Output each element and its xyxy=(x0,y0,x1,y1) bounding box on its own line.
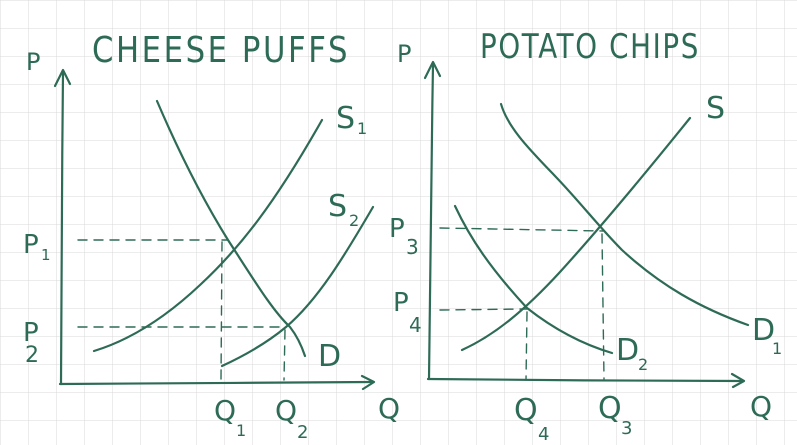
right-x-arrowhead xyxy=(730,372,746,389)
left-title: CHEESE PUFFS xyxy=(92,30,350,71)
right-x-axis xyxy=(426,377,744,383)
left-p1-subscript: 1 xyxy=(41,246,51,264)
left-supply-curve-1 xyxy=(92,118,324,353)
left-x-arrowhead xyxy=(360,374,376,391)
right-p4-guide xyxy=(439,308,528,311)
right-p4-subscript: 4 xyxy=(409,313,422,337)
left-supply-2-label: S xyxy=(328,189,347,224)
left-x-axis-label: Q xyxy=(378,392,400,425)
right-demand-1-subscript: 1 xyxy=(772,339,782,358)
right-q3-subscript: 3 xyxy=(621,418,632,439)
right-y-axis-label: P xyxy=(397,40,411,68)
right-p3-guide xyxy=(439,227,604,232)
left-guides xyxy=(77,239,287,381)
left-q2-label: Q xyxy=(275,394,297,427)
right-q4-label: Q xyxy=(514,393,538,428)
right-q3-guide xyxy=(601,233,605,380)
right-supply-curve xyxy=(460,116,692,352)
right-demand-curve-1 xyxy=(499,102,750,327)
right-p3-label: P xyxy=(389,214,405,244)
right-y-axis xyxy=(427,63,435,381)
left-supply-curve-2 xyxy=(220,205,375,368)
left-demand-curve xyxy=(155,99,307,358)
right-y-arrowhead xyxy=(423,60,442,80)
left-supply-1-label: S xyxy=(336,101,355,136)
left-supply-2-subscript: 2 xyxy=(349,211,359,230)
right-q4-guide xyxy=(525,311,528,381)
right-demand-1-label: D xyxy=(752,313,775,348)
right-p4-label: P xyxy=(393,288,409,318)
right-panel xyxy=(423,60,750,389)
right-x-axis-label: Q xyxy=(750,390,772,423)
left-q1-label: Q xyxy=(214,394,236,427)
right-demand-2-subscript: 2 xyxy=(638,355,648,374)
left-y-axis xyxy=(59,70,65,386)
left-p2-label: P xyxy=(23,318,39,348)
left-supply-1-subscript: 1 xyxy=(357,119,367,138)
left-q1-subscript: 1 xyxy=(236,421,246,440)
left-demand-label: D xyxy=(318,339,341,374)
right-demand-curve-2 xyxy=(453,204,614,355)
right-q3-label: Q xyxy=(598,391,622,426)
left-q2-subscript: 2 xyxy=(297,422,308,443)
left-panel xyxy=(53,68,376,391)
left-q1-guide xyxy=(220,241,223,381)
left-x-axis xyxy=(58,380,374,386)
right-demand-2-label: D xyxy=(616,333,639,368)
right-title: POTATO CHIPS xyxy=(480,27,700,67)
left-y-arrowhead xyxy=(53,68,72,88)
left-p1-label: P xyxy=(23,230,39,260)
right-guides xyxy=(439,227,605,381)
right-p3-subscript: 3 xyxy=(406,235,419,259)
left-y-axis-label: P xyxy=(26,48,40,76)
left-p2-subscript: 2 xyxy=(25,343,39,368)
left-q2-guide xyxy=(283,329,286,381)
right-supply-label: S xyxy=(706,91,725,126)
right-q4-subscript: 4 xyxy=(538,424,549,445)
